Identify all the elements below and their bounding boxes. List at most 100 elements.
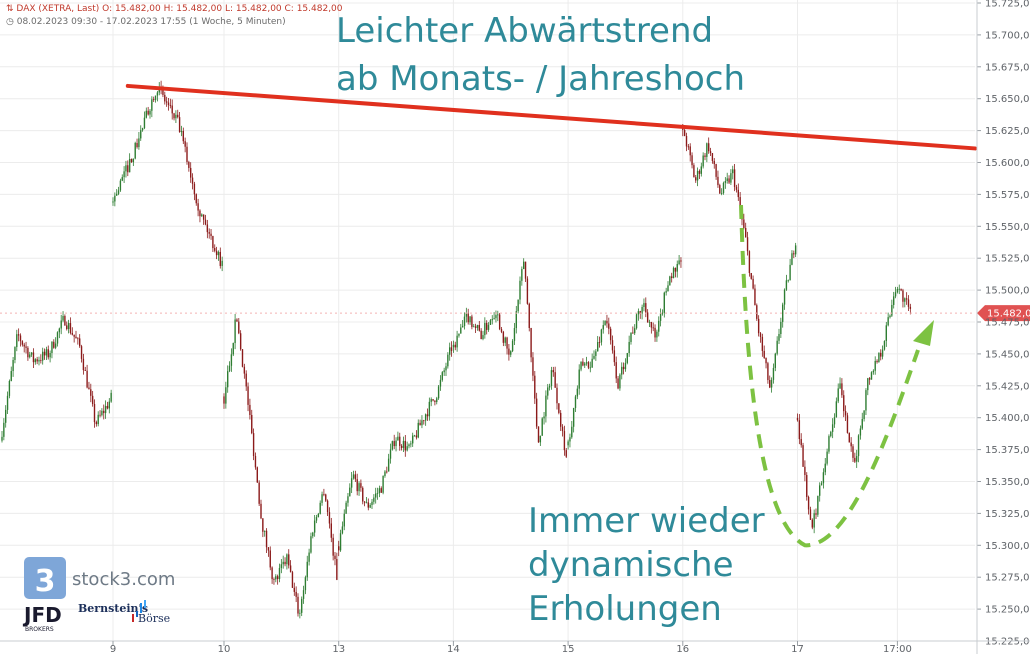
candle-body bbox=[293, 587, 295, 592]
candle-body bbox=[552, 370, 554, 373]
candle-body bbox=[521, 269, 523, 281]
candle-body bbox=[308, 552, 310, 562]
y-tick-label: 15.500,00 bbox=[985, 286, 1030, 297]
grid bbox=[0, 0, 975, 642]
candle-body bbox=[243, 366, 246, 374]
bernstein-bar-blue2 bbox=[140, 603, 142, 613]
last-price-label: 15.482,00 bbox=[987, 309, 1030, 320]
last-price-tag bbox=[977, 305, 1030, 322]
candle-body bbox=[794, 245, 797, 255]
candle-body bbox=[386, 471, 388, 473]
candle-body bbox=[704, 155, 706, 157]
candle-body bbox=[600, 329, 603, 343]
candle-body bbox=[345, 502, 347, 514]
y-tick-label: 15.350,00 bbox=[985, 477, 1030, 488]
candle-body bbox=[437, 386, 440, 399]
candle-body bbox=[106, 405, 109, 409]
candle-body bbox=[757, 318, 760, 334]
candle-body bbox=[887, 317, 889, 326]
candle-body bbox=[848, 432, 850, 443]
candle-body bbox=[247, 386, 249, 405]
candle-body bbox=[171, 105, 173, 114]
candle-body bbox=[40, 360, 42, 361]
candle-body bbox=[800, 439, 802, 446]
candle-body bbox=[419, 422, 421, 426]
candle-body bbox=[182, 131, 184, 142]
candle-body bbox=[780, 321, 782, 334]
candle-body bbox=[769, 380, 771, 388]
candle-body bbox=[630, 332, 632, 342]
stock3-logo-digit: 3 bbox=[35, 564, 56, 599]
candle-body bbox=[654, 327, 656, 338]
candle-body bbox=[676, 264, 678, 272]
candle-body bbox=[67, 323, 70, 330]
candle-body bbox=[806, 474, 808, 497]
candle-body bbox=[153, 99, 155, 101]
candle-body bbox=[454, 344, 456, 348]
trend-line bbox=[125, 83, 977, 151]
bernstein-bar-blue3 bbox=[144, 600, 146, 608]
candle-body bbox=[199, 210, 201, 217]
candle-body bbox=[743, 219, 745, 228]
candle-body bbox=[828, 436, 830, 452]
candle-body bbox=[671, 276, 673, 279]
candle-body bbox=[826, 451, 828, 464]
y-tick-label: 15.400,00 bbox=[985, 413, 1030, 424]
clock-icon: ◷ bbox=[6, 17, 14, 27]
candle-body bbox=[822, 472, 825, 484]
candle-body bbox=[732, 169, 734, 174]
candle-body bbox=[116, 193, 118, 196]
candle-body bbox=[16, 334, 18, 348]
candle-body bbox=[88, 387, 90, 390]
candle-body bbox=[332, 537, 334, 556]
candle-body bbox=[844, 411, 847, 416]
annotations: Leichter Abwärtstrend ab Monats- / Jahre… bbox=[336, 11, 765, 629]
candle-body bbox=[602, 325, 604, 330]
candle-body bbox=[850, 442, 852, 447]
candle-body bbox=[262, 518, 264, 532]
candle-body bbox=[476, 325, 479, 328]
annotation-trend-line1: Leichter Abwärtstrend bbox=[336, 11, 713, 51]
candle-body bbox=[162, 89, 164, 95]
y-tick-label: 15.625,00 bbox=[985, 126, 1030, 137]
candle-body bbox=[870, 372, 873, 380]
candle-body bbox=[42, 351, 44, 361]
candle-body bbox=[537, 426, 540, 443]
candle-body bbox=[3, 422, 5, 437]
candle-body bbox=[97, 414, 99, 425]
candle-body bbox=[339, 533, 342, 551]
candle-body bbox=[325, 494, 327, 501]
candle-body bbox=[689, 146, 691, 156]
candle-body bbox=[606, 320, 608, 324]
candle-body bbox=[523, 261, 525, 270]
candle-body bbox=[569, 437, 571, 442]
candle-body bbox=[378, 488, 381, 494]
candle-body bbox=[543, 416, 545, 419]
candle-body bbox=[872, 370, 875, 373]
candle-body bbox=[482, 335, 484, 340]
candle-body bbox=[893, 296, 895, 305]
candle-body bbox=[497, 314, 499, 316]
candle-body bbox=[95, 422, 98, 425]
candle-body bbox=[449, 347, 451, 355]
candle-body bbox=[186, 146, 188, 162]
candle-body bbox=[356, 479, 358, 492]
candle-body bbox=[301, 598, 303, 613]
candle-body bbox=[267, 547, 270, 551]
candle-body bbox=[375, 493, 377, 498]
candle-body bbox=[898, 288, 900, 290]
candle-body bbox=[328, 512, 331, 524]
candle-body bbox=[212, 236, 214, 249]
candle-body bbox=[746, 237, 749, 252]
candle-body bbox=[789, 264, 791, 281]
candle-body bbox=[210, 233, 212, 237]
candle-body bbox=[458, 333, 460, 336]
candle-body bbox=[397, 436, 399, 441]
candle-body bbox=[809, 509, 812, 520]
candle-body bbox=[515, 311, 517, 329]
candle-body bbox=[130, 158, 133, 163]
candle-body bbox=[25, 346, 27, 348]
candle-body bbox=[215, 250, 218, 256]
candle-body bbox=[854, 457, 856, 462]
candle-body bbox=[493, 318, 495, 320]
